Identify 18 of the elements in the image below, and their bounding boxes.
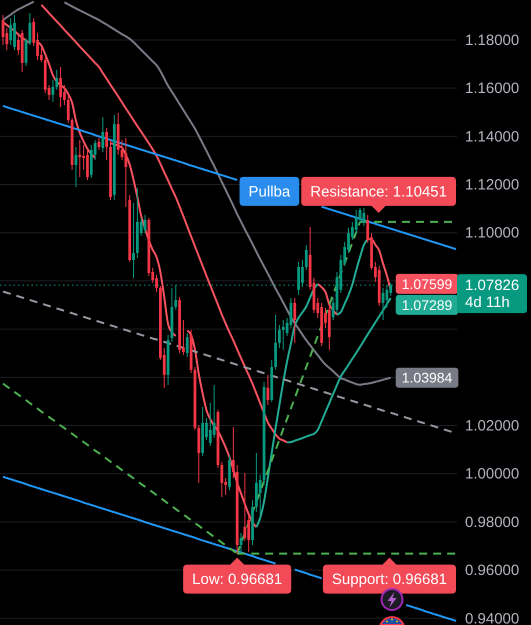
series-label: Support: 0.96681 — [332, 570, 447, 588]
ref-line-label: 1.07826 4d 11h — [465, 276, 520, 311]
y-tick-label: 1.00000 — [465, 465, 520, 482]
data-label: 1.03984 — [402, 370, 453, 386]
y-tick-label: 1.10000 — [465, 224, 520, 242]
y-tick-label: 0.96000 — [465, 562, 520, 579]
y-tick-label: 1.02000 — [465, 417, 520, 434]
y-tick-label: 1.12000 — [465, 176, 520, 194]
y-tick-label: 1.14000 — [465, 128, 520, 145]
y-tick-label: 1.18000 — [465, 31, 520, 48]
y-tick-label: 0.98000 — [465, 513, 520, 530]
annotation: Low: 0.96681 — [192, 570, 282, 588]
y-tick-label: 1.16000 — [465, 80, 520, 97]
annotation: Pullba — [248, 182, 291, 200]
series-label: Resistance: 1.10451 — [310, 182, 448, 200]
data-label: 1.07599 — [402, 276, 453, 292]
y-tick-label: 0.94000 — [465, 610, 520, 625]
data-label: 1.07289 — [402, 296, 453, 313]
